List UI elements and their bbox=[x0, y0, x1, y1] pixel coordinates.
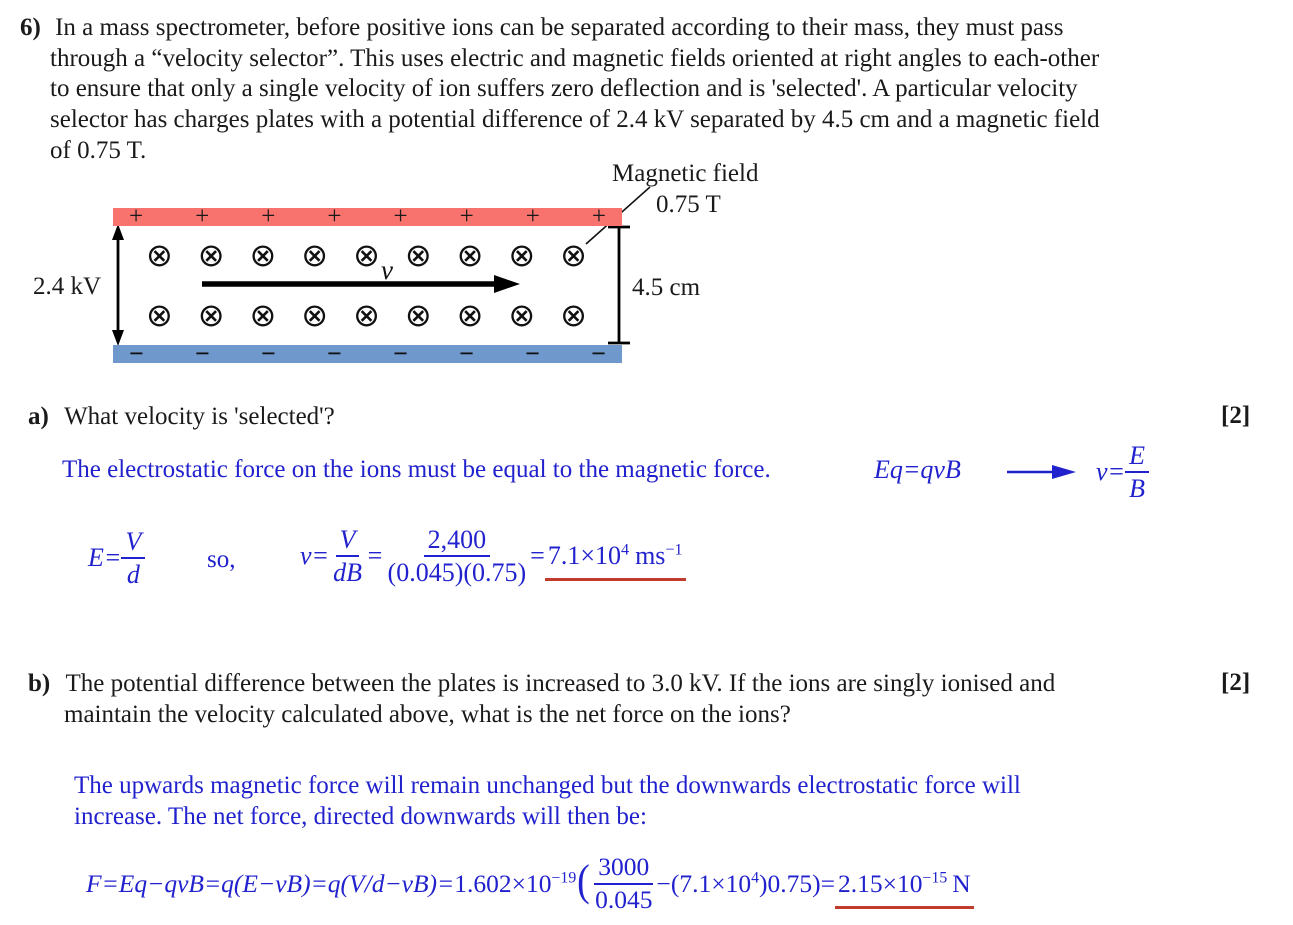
separation-label: 4.5 cm bbox=[632, 274, 701, 301]
field-into-page-icon: ⊗ bbox=[353, 296, 380, 334]
field-into-page-icon: ⊗ bbox=[301, 236, 329, 274]
eq-lhs: v= bbox=[300, 541, 330, 571]
result-mantissa: 2.15×10 bbox=[838, 868, 923, 898]
field-row-bottom: ⊗ ⊗ ⊗ ⊗ ⊗ ⊗ ⊗ ⊗ ⊗ bbox=[146, 299, 587, 331]
eq-v-equals-e-over-b: v= E B bbox=[1096, 441, 1149, 503]
middle-close: )0.75)= bbox=[759, 868, 836, 898]
part-a-question: What velocity is 'selected'? bbox=[64, 403, 335, 430]
field-into-page-icon: ⊗ bbox=[560, 296, 587, 334]
field-into-page-icon: ⊗ bbox=[456, 296, 484, 334]
field-into-page-icon: ⊗ bbox=[301, 296, 329, 334]
fraction-denominator: (0.045)(0.75) bbox=[387, 558, 527, 588]
fraction: 3000 0.045 bbox=[591, 852, 656, 914]
velocity-arrow-icon bbox=[202, 275, 520, 293]
result-mantissa: 7.1×10 bbox=[547, 541, 622, 571]
field-row-top: ⊗ ⊗ ⊗ ⊗ ⊗ ⊗ ⊗ ⊗ ⊗ bbox=[146, 239, 587, 271]
field-into-page-icon: ⊗ bbox=[404, 236, 432, 274]
voltage-double-arrow-icon bbox=[112, 224, 124, 346]
eq-e-equals-v-over-d: E= V d bbox=[88, 527, 146, 590]
eq-symbolic: F=Eq−qvB=q(E−vB)=q(V/d−vB)= bbox=[86, 868, 455, 898]
field-into-page-icon: ⊗ bbox=[560, 236, 587, 274]
middle-exponent: 4 bbox=[751, 869, 760, 887]
question-number: 6) bbox=[20, 14, 41, 41]
field-into-page-icon: ⊗ bbox=[404, 296, 432, 334]
part-b-solution-line: increase. The net force, directed downwa… bbox=[74, 803, 647, 830]
coefficient-exponent: −19 bbox=[551, 869, 577, 887]
field-into-page-icon: ⊗ bbox=[508, 296, 536, 334]
fraction: E B bbox=[1125, 441, 1149, 503]
eq-lhs: E= bbox=[88, 543, 122, 573]
result-unit: ms bbox=[635, 541, 666, 571]
result-force: 2.15×10−15 N bbox=[835, 869, 974, 909]
equals-sign: = bbox=[530, 541, 545, 571]
implies-arrow-icon bbox=[1007, 465, 1076, 479]
equals-sign: = bbox=[365, 541, 384, 571]
question-line: of 0.75 T. bbox=[50, 136, 147, 164]
part-a-header: a) What velocity is 'selected'? bbox=[28, 402, 335, 433]
fraction-denominator: dB bbox=[333, 558, 362, 588]
field-into-page-icon: ⊗ bbox=[197, 236, 225, 274]
field-into-page-icon: ⊗ bbox=[353, 236, 380, 274]
voltage-label: 2.4 kV bbox=[33, 273, 102, 300]
fraction-numerator: 2,400 bbox=[423, 525, 491, 558]
fraction: V dB bbox=[329, 525, 366, 587]
negative-plate: − − − − − − − − bbox=[113, 341, 622, 367]
diagram-lines bbox=[112, 186, 651, 346]
fraction-numerator: V bbox=[121, 527, 146, 560]
part-a-label: a) bbox=[28, 403, 49, 430]
part-b-solution-line: The upwards magnetic force will remain u… bbox=[74, 772, 1021, 799]
question-text: In a mass spectrometer, before positive … bbox=[55, 14, 1064, 41]
question-line: to ensure that only a single velocity of… bbox=[50, 75, 1078, 103]
velocity-label: v bbox=[381, 255, 393, 285]
open-paren: ( bbox=[577, 855, 590, 906]
result-exponent: −15 bbox=[922, 869, 948, 887]
velocity-selector-diagram: Magnetic field 0.75 T 2.4 kV 4.5 cm + + … bbox=[0, 160, 1293, 380]
eq-force-balance: Eq=qvB bbox=[874, 455, 961, 484]
part-a-solution-sentence: The electrostatic force on the ions must… bbox=[62, 456, 771, 483]
result-velocity: 7.1×104 ms−1 bbox=[544, 541, 686, 582]
result-unit-exponent: −1 bbox=[665, 541, 683, 559]
field-into-page-icon: ⊗ bbox=[146, 296, 173, 334]
part-a-marks: [2] bbox=[1221, 402, 1251, 429]
part-b-label: b) bbox=[28, 670, 51, 697]
question-line: through a “velocity selector”. This uses… bbox=[50, 44, 1100, 72]
field-into-page-icon: ⊗ bbox=[249, 296, 277, 334]
part-b-question-line: maintain the velocity calculated above, … bbox=[64, 700, 791, 728]
coefficient-mantissa: 1.602×10 bbox=[454, 868, 552, 898]
field-into-page-icon: ⊗ bbox=[249, 236, 277, 274]
field-into-page-icon: ⊗ bbox=[146, 236, 173, 274]
fraction: 2,400 (0.045)(0.75) bbox=[384, 525, 531, 587]
fraction-numerator: 3000 bbox=[594, 852, 654, 885]
field-into-page-icon: ⊗ bbox=[508, 236, 536, 274]
part-b-solution: The upwards magnetic force will remain u… bbox=[74, 770, 1021, 832]
fraction: V d bbox=[121, 527, 146, 590]
magnetic-field-label: Magnetic field bbox=[612, 160, 759, 187]
eq-lhs: v= bbox=[1096, 457, 1126, 487]
fraction-denominator: 0.045 bbox=[595, 884, 653, 914]
eq-net-force: F=Eq−qvB=q(E−vB)=q(V/d−vB)= 1.602×10−19 … bbox=[86, 852, 974, 914]
positive-plate: + + + + + + + + bbox=[113, 204, 622, 229]
part-b-header: b) The potential difference between the … bbox=[28, 669, 1055, 730]
fraction-denominator: d bbox=[126, 560, 140, 590]
eq-middle: −(7.1×104)0.75)= bbox=[656, 869, 835, 899]
fraction-numerator: E bbox=[1125, 441, 1149, 474]
part-b-question-line: The potential difference between the pla… bbox=[65, 670, 1056, 697]
field-into-page-icon: ⊗ bbox=[197, 296, 225, 334]
result-unit: N bbox=[952, 868, 971, 898]
eq-velocity-working: v= V dB = 2,400 (0.045)(0.75) = 7.1×104 m… bbox=[300, 525, 686, 587]
question-line: selector has charges plates with a poten… bbox=[50, 106, 1100, 134]
so-connector: so, bbox=[207, 546, 236, 573]
question-line: 6) In a mass spectrometer, before positi… bbox=[20, 13, 1100, 44]
separation-measure-line bbox=[608, 225, 630, 345]
eq-coefficient: 1.602×10−19 bbox=[454, 869, 576, 899]
fraction-denominator: B bbox=[1129, 474, 1145, 504]
part-b-marks: [2] bbox=[1221, 669, 1251, 696]
middle-text: −(7.1×10 bbox=[656, 868, 752, 898]
field-into-page-icon: ⊗ bbox=[456, 236, 484, 274]
result-exponent: 4 bbox=[621, 541, 630, 559]
question-block: 6) In a mass spectrometer, before positi… bbox=[20, 13, 1100, 167]
fraction-numerator: V bbox=[335, 525, 360, 558]
magnetic-field-value: 0.75 T bbox=[656, 191, 721, 218]
